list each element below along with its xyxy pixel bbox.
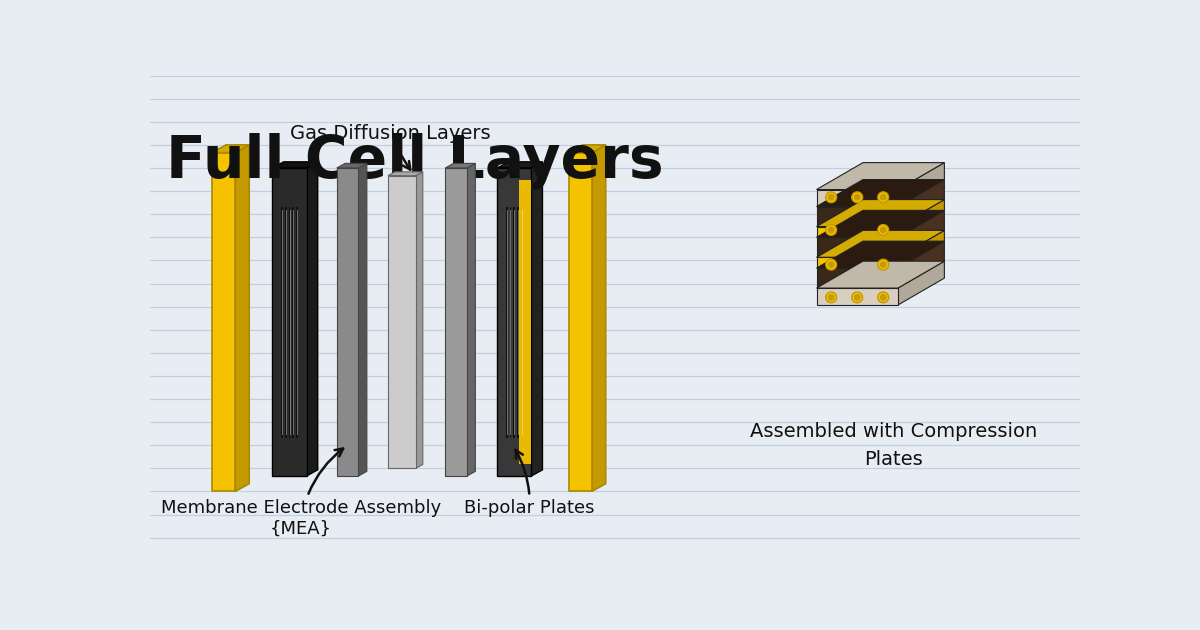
Polygon shape — [212, 152, 235, 491]
Polygon shape — [898, 180, 944, 227]
Circle shape — [878, 225, 889, 236]
Text: Gas Diffusion Layers: Gas Diffusion Layers — [290, 124, 491, 169]
Polygon shape — [816, 238, 898, 257]
Polygon shape — [212, 145, 250, 152]
Polygon shape — [569, 152, 592, 491]
Polygon shape — [272, 162, 318, 168]
Polygon shape — [816, 227, 898, 238]
Polygon shape — [816, 261, 944, 288]
Polygon shape — [416, 172, 422, 468]
Text: Full Cell Layers: Full Cell Layers — [166, 134, 664, 190]
Polygon shape — [816, 163, 944, 190]
Circle shape — [878, 192, 889, 203]
Circle shape — [881, 227, 886, 232]
Polygon shape — [898, 231, 944, 268]
Polygon shape — [898, 210, 944, 257]
Bar — [514, 207, 515, 437]
Polygon shape — [898, 261, 944, 305]
Bar — [288, 207, 290, 437]
Polygon shape — [816, 241, 944, 268]
Circle shape — [881, 195, 886, 200]
Circle shape — [854, 195, 860, 200]
Polygon shape — [898, 200, 944, 238]
Circle shape — [828, 195, 834, 200]
Polygon shape — [816, 210, 944, 238]
Polygon shape — [592, 145, 606, 491]
Circle shape — [828, 227, 834, 232]
Bar — [281, 207, 283, 437]
Circle shape — [881, 295, 886, 300]
Polygon shape — [898, 241, 944, 288]
Polygon shape — [816, 257, 898, 268]
Polygon shape — [816, 200, 944, 227]
Circle shape — [852, 292, 863, 303]
Polygon shape — [816, 207, 898, 227]
Polygon shape — [272, 168, 306, 476]
Polygon shape — [337, 163, 367, 168]
Bar — [510, 207, 511, 437]
Circle shape — [881, 262, 886, 267]
Polygon shape — [467, 163, 475, 476]
Circle shape — [878, 260, 889, 270]
Text: Assembled with Compression
Plates: Assembled with Compression Plates — [750, 422, 1038, 469]
Bar — [521, 207, 523, 437]
Polygon shape — [816, 288, 898, 305]
Circle shape — [878, 292, 889, 303]
Circle shape — [826, 192, 836, 203]
Circle shape — [854, 295, 860, 300]
Bar — [517, 207, 518, 437]
Polygon shape — [816, 190, 898, 207]
Polygon shape — [816, 268, 898, 288]
Polygon shape — [569, 145, 606, 152]
Circle shape — [852, 192, 863, 203]
Polygon shape — [497, 162, 542, 168]
Polygon shape — [816, 180, 944, 207]
Polygon shape — [359, 163, 367, 476]
Polygon shape — [337, 168, 359, 476]
Circle shape — [828, 262, 834, 267]
Circle shape — [826, 260, 836, 270]
Polygon shape — [306, 162, 318, 476]
Circle shape — [826, 292, 836, 303]
Bar — [506, 207, 508, 437]
Bar — [284, 207, 287, 437]
Bar — [520, 180, 532, 464]
Polygon shape — [235, 145, 250, 491]
Bar — [293, 207, 294, 437]
Text: Bi-polar Plates: Bi-polar Plates — [464, 450, 595, 517]
Circle shape — [826, 225, 836, 236]
Polygon shape — [388, 172, 422, 176]
Polygon shape — [532, 162, 542, 476]
Polygon shape — [497, 168, 532, 476]
Polygon shape — [816, 231, 944, 257]
Polygon shape — [388, 176, 416, 468]
Text: Membrane Electrode Assembly
{MEA}: Membrane Electrode Assembly {MEA} — [161, 449, 442, 538]
Circle shape — [828, 295, 834, 300]
Bar — [296, 207, 298, 437]
Polygon shape — [445, 168, 467, 476]
Polygon shape — [445, 163, 475, 168]
Polygon shape — [898, 163, 944, 207]
